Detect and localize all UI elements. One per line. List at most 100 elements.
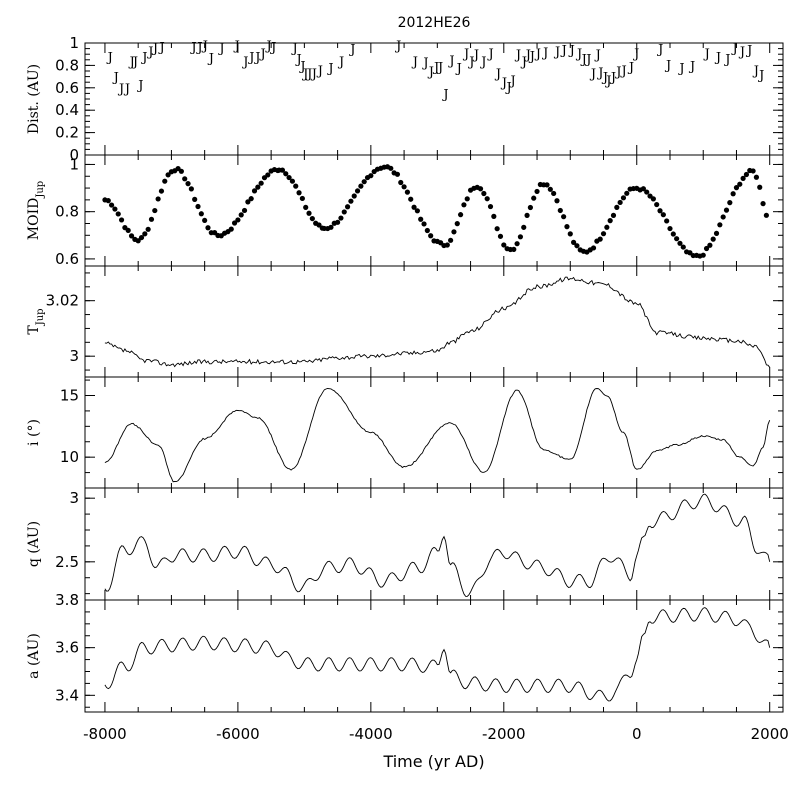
data-point: [511, 246, 517, 252]
x-tick-label: 2000: [751, 725, 789, 743]
data-point: J: [447, 54, 454, 69]
data-point: [574, 243, 580, 249]
data-point: J: [310, 67, 317, 82]
y-tick-label: 0.4: [55, 101, 79, 119]
y-tick-label: 3.02: [46, 292, 79, 310]
data-point: [205, 225, 211, 231]
data-point: J: [241, 55, 248, 70]
data-point: [286, 174, 292, 181]
x-axis-label: Time (yr AD): [382, 752, 484, 771]
data-point: [265, 172, 271, 178]
y-tick-label: 15: [60, 387, 79, 405]
data-point: [710, 236, 716, 242]
chart-title: 2012HE26: [398, 15, 471, 31]
data-point: J: [479, 55, 486, 70]
data-point: [361, 179, 367, 185]
panel-frame: [84, 376, 784, 489]
data-point: J: [253, 50, 260, 65]
data-point: [590, 245, 597, 251]
data-point: [554, 198, 560, 204]
data-point: J: [596, 66, 603, 81]
data-point: [743, 171, 750, 178]
data-point: [354, 188, 361, 194]
data-point: [531, 195, 537, 201]
data-point: [700, 252, 706, 258]
data-point: [401, 184, 407, 190]
data-point: J: [269, 40, 276, 55]
data-point: J: [745, 44, 752, 59]
data-point: J: [290, 41, 297, 56]
data-point: [115, 211, 121, 217]
data-point: [195, 203, 201, 210]
panel-frame: [84, 487, 784, 601]
y-axis-label-dist: Dist. (AU): [26, 64, 42, 134]
data-point: [481, 190, 487, 197]
data-point: J: [337, 55, 344, 70]
data-point: [408, 196, 414, 202]
data-point: J: [112, 71, 119, 86]
data-point: J: [294, 53, 301, 68]
y-tick-label: 3.4: [55, 686, 79, 704]
data-point: J: [427, 65, 434, 80]
data-point: J: [714, 50, 721, 65]
data-point: J: [394, 39, 401, 54]
y-axis-label-tjup: TJup: [26, 308, 46, 334]
data-point: [664, 218, 670, 224]
data-point: [258, 180, 264, 186]
data-point: [750, 168, 756, 174]
data-point: J: [494, 67, 501, 82]
data-point: J: [298, 59, 305, 74]
data-point: J: [520, 55, 527, 70]
data-point: [238, 212, 244, 218]
y-tick-label: 3.6: [55, 639, 79, 657]
data-point: J: [534, 47, 541, 62]
data-point: J: [233, 39, 240, 54]
data-point: J: [305, 67, 312, 82]
data-point: J: [508, 74, 515, 89]
data-point: [644, 189, 650, 195]
data-point: [561, 214, 567, 220]
data-point: [524, 212, 530, 218]
panel-frame: [84, 154, 784, 267]
data-point: [358, 183, 364, 189]
data-point: J: [455, 62, 462, 77]
data-point: [457, 212, 464, 218]
data-point: J: [757, 68, 764, 83]
panel-i: 10 15 i (°): [26, 376, 784, 489]
data-point: J: [656, 43, 663, 58]
data-point: J: [436, 61, 443, 76]
y-axis-label-subscript: Jup: [35, 181, 46, 199]
data-point: [299, 195, 305, 202]
data-point: J: [541, 46, 548, 61]
data-point: [654, 201, 660, 208]
data-point: [557, 207, 563, 214]
data-point: J: [723, 53, 730, 68]
data-point: [484, 196, 490, 202]
data-point: [251, 188, 258, 194]
data-point: [424, 227, 430, 234]
data-point: [660, 212, 666, 218]
data-point: J: [441, 87, 448, 102]
data-point: [283, 171, 289, 177]
data-point: [341, 209, 347, 215]
data-point: [451, 229, 457, 235]
data-line-a: [104, 607, 771, 702]
data-point: [477, 186, 484, 192]
data-point: [487, 203, 494, 210]
data-point: J: [568, 44, 575, 59]
data-point: [527, 204, 533, 211]
data-point: J: [421, 56, 428, 71]
data-point: [640, 186, 647, 192]
x-tick-label: -6000: [216, 725, 260, 743]
y-tick-label: 0.2: [55, 124, 79, 142]
y-tick-label: 3.8: [55, 591, 79, 609]
data-point: J: [738, 45, 745, 60]
data-point: [414, 208, 420, 214]
data-point: [454, 221, 460, 227]
data-point: J: [524, 48, 531, 63]
data-point: J: [601, 71, 608, 86]
data-point: J: [432, 61, 439, 76]
data-point: J: [528, 49, 535, 64]
